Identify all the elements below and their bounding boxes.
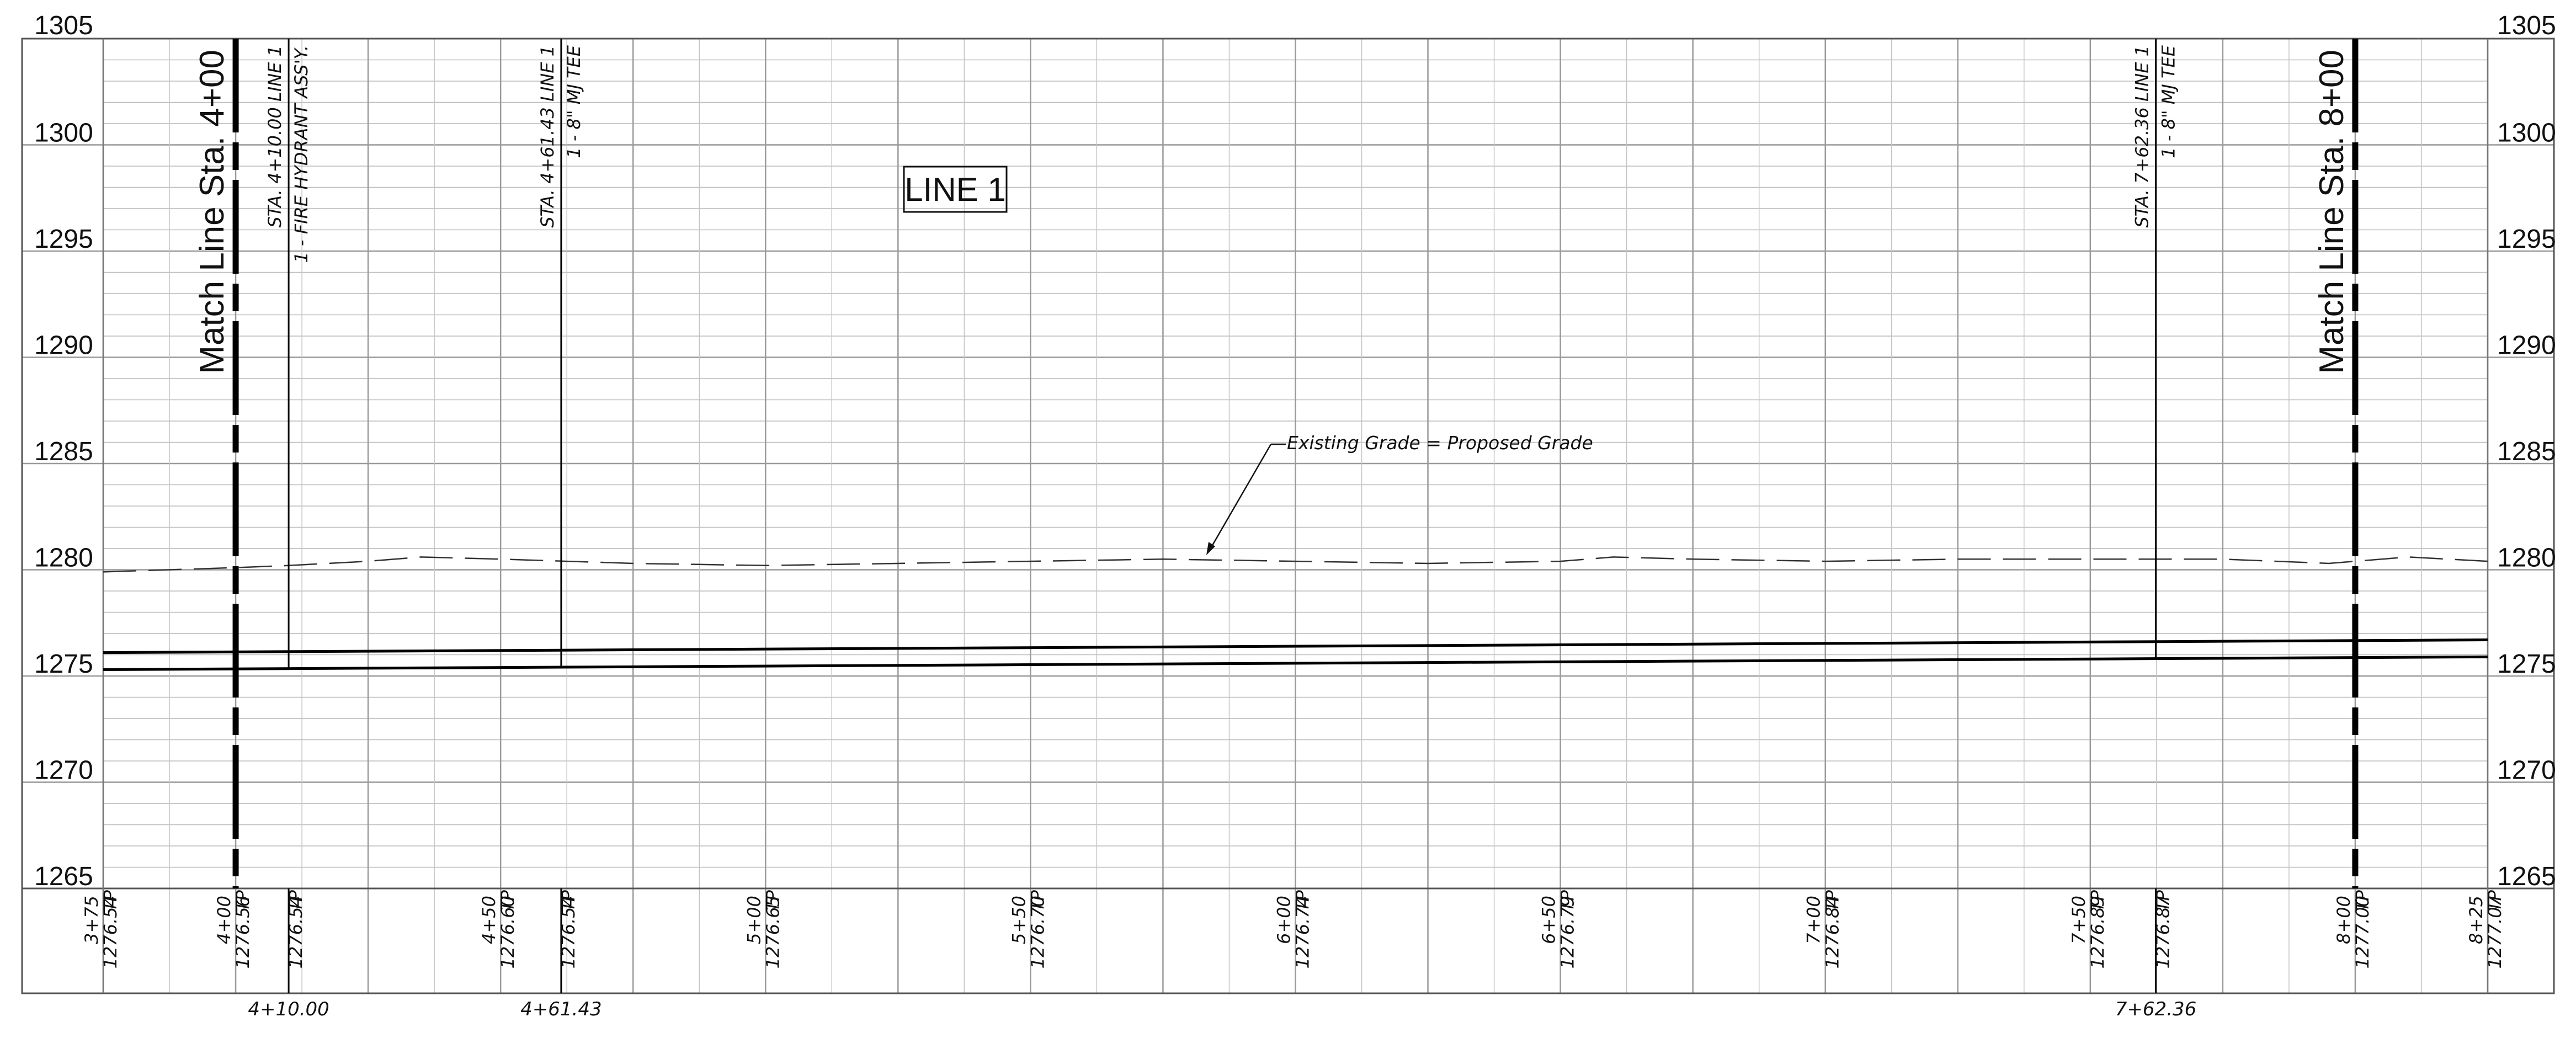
station-elevation-label: 1276.70 — [1027, 896, 1048, 968]
station-tp-label: TP — [2484, 890, 2505, 912]
station-tp-label: TP — [1557, 890, 1578, 912]
elevation-label-left: 1305 — [34, 11, 93, 40]
elevation-label-left: 1300 — [34, 119, 93, 148]
profile-title: LINE 1 — [904, 171, 1005, 208]
station-tp-label: TP — [558, 890, 579, 912]
fitting-callouts: STA. 4+10.00 LINE 1 1 - FIRE HYDRANT ASS'… — [264, 39, 2179, 993]
station-tp-label: TP — [497, 890, 518, 912]
station-elevation-label: 1276.54 — [100, 896, 121, 968]
pipe-bottom-line — [103, 655, 2488, 671]
fitting-station-label: 4+61.43 — [520, 998, 602, 1020]
station-elevation-label: 1276.79 — [1557, 896, 1578, 968]
callout-fitting-text: 1 - 8" MJ TEE — [563, 45, 584, 158]
station-tp-label: TP — [2087, 890, 2108, 912]
elevation-label-right: 1270 — [2497, 756, 2556, 785]
elevation-label-right: 1285 — [2497, 437, 2556, 466]
station-elevation-label: 1276.84 — [1822, 896, 1843, 968]
elevation-label-right: 1290 — [2497, 331, 2556, 360]
existing-grade-line — [103, 556, 2488, 573]
title-box: LINE 1 — [903, 166, 1008, 213]
callout-fitting-text: 1 - 8" MJ TEE — [2158, 45, 2179, 158]
station-elevation-label: 1277.00 — [2352, 896, 2373, 968]
station-number-label: 4+50 — [478, 896, 499, 944]
station-tp-label: TP — [2153, 890, 2174, 912]
station-tp-label: TP — [232, 890, 253, 912]
station-elevation-label: 1276.60 — [497, 896, 518, 968]
station-tp-label: TP — [100, 890, 121, 912]
station-elevation-label: 1276.54 — [285, 896, 306, 968]
station-number-label: 7+50 — [2068, 896, 2089, 944]
station-elevation-label: 1276.87 — [2153, 895, 2174, 968]
station-number-label: 8+00 — [2333, 896, 2354, 944]
elevation-label-left: 1280 — [34, 544, 93, 573]
station-number-label: 3+75 — [81, 896, 102, 944]
elevation-label-left: 1295 — [34, 225, 93, 254]
station-elevation-label: 1276.54 — [558, 896, 579, 968]
existing-grade-profile — [103, 556, 2488, 573]
station-number-label: 4+00 — [214, 896, 235, 944]
pipe-top-line — [103, 638, 2488, 654]
elevation-label-left: 1270 — [34, 756, 93, 785]
station-number-label: 8+25 — [2466, 896, 2487, 944]
callout-station-text: STA. 4+61.43 LINE 1 — [537, 45, 558, 228]
match-lines: Match Line Sta. 4+00 Match Line Sta. 8+00 — [193, 39, 2359, 888]
station-elevation-label: 1276.56 — [232, 896, 253, 968]
callout-fitting-text: 1 - FIRE HYDRANT ASS'Y. — [291, 45, 312, 263]
grade-note: Existing Grade = Proposed Grade — [1206, 432, 1593, 555]
station-tp-label: TP — [762, 890, 783, 912]
station-number-label: 7+00 — [1803, 896, 1824, 944]
elevation-label-left: 1275 — [34, 650, 93, 679]
station-elevation-label: 1276.65 — [762, 896, 783, 968]
elevation-labels: 1305 1300 1295 1290 1285 1280 1275 1270 1265 1305… — [34, 11, 2556, 891]
elevation-label-right: 1295 — [2497, 225, 2556, 254]
pipe-profile — [103, 638, 2488, 671]
station-number-label: 6+00 — [1274, 896, 1295, 944]
elevation-label-left: 1265 — [34, 862, 93, 891]
station-tp-label: TP — [1822, 890, 1843, 912]
grade-note-arrowhead — [1206, 542, 1215, 555]
elevation-label-right: 1280 — [2497, 544, 2556, 573]
elevation-label-left: 1285 — [34, 437, 93, 466]
match-line-label: Match Line Sta. 8+00 — [2313, 50, 2351, 374]
callout-station-text: STA. 4+10.00 LINE 1 — [264, 45, 285, 228]
grid — [21, 38, 2555, 994]
station-elevation-label: 1276.89 — [2087, 896, 2108, 968]
elevation-label-right: 1265 — [2497, 862, 2556, 891]
match-line-label: Match Line Sta. 4+00 — [193, 50, 231, 374]
station-number-label: 5+50 — [1008, 896, 1029, 944]
station-elevation-label: 1276.74 — [1292, 896, 1313, 968]
elevation-label-right: 1300 — [2497, 119, 2556, 148]
elevation-label-right: 1275 — [2497, 650, 2556, 679]
fitting-station-label: 4+10.00 — [248, 998, 329, 1020]
grid-border — [21, 38, 2555, 994]
station-tp-label: TP — [1027, 890, 1048, 912]
station-tp-label: TP — [285, 890, 306, 912]
station-number-label: 6+50 — [1539, 896, 1560, 944]
station-number-label: 5+00 — [743, 896, 764, 944]
station-tp-label: TP — [1292, 890, 1313, 912]
elevation-label-right: 1305 — [2497, 11, 2556, 40]
elevation-label-left: 1290 — [34, 331, 93, 360]
grade-note-leader-arrow-line — [1209, 444, 1272, 550]
station-elevation-label: 1277.07 — [2484, 895, 2505, 968]
callout-station-text: STA. 7+62.36 LINE 1 — [2132, 45, 2153, 228]
station-tp-label: TP — [2352, 890, 2373, 912]
fitting-station-label: 7+62.36 — [2115, 998, 2196, 1020]
title-frame — [903, 166, 1008, 213]
grade-note-text: Existing Grade = Proposed Grade — [1287, 432, 1593, 454]
